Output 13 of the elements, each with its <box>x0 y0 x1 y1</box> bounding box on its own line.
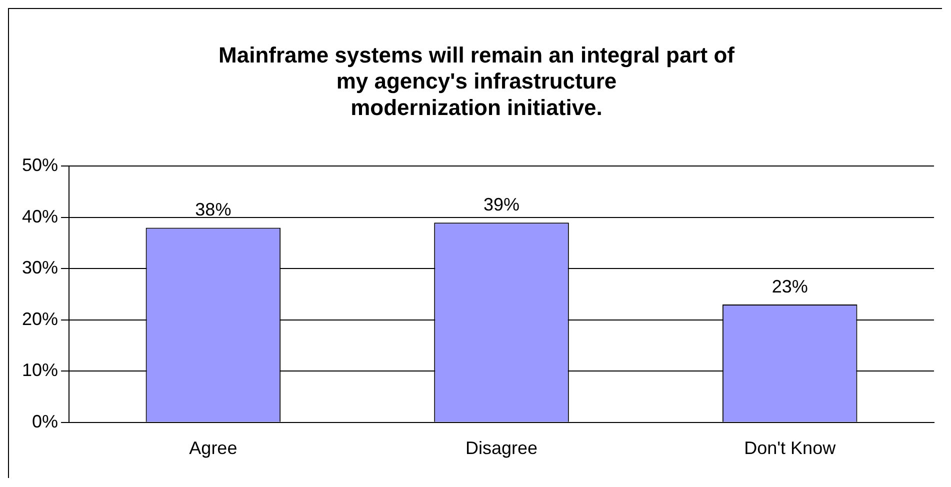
y-tick-label: 20% <box>22 308 58 329</box>
data-label: 23% <box>772 276 808 297</box>
y-tick-label: 0% <box>32 411 58 432</box>
data-label: 38% <box>195 200 232 220</box>
data-label: 39% <box>484 194 520 215</box>
y-tick-label: 40% <box>22 206 58 226</box>
x-tick-label: Agree <box>189 438 238 458</box>
chart-title: Mainframe systems will remain an integral part of my agency's infrastructure modernization initiative. <box>218 42 736 120</box>
y-tick-label: 50% <box>22 155 58 176</box>
y-tick-label: 10% <box>22 360 58 380</box>
x-tick-label: Disagree <box>465 438 538 458</box>
y-tick-label: 30% <box>22 258 58 278</box>
x-tick-label: Don't Know <box>744 438 837 458</box>
